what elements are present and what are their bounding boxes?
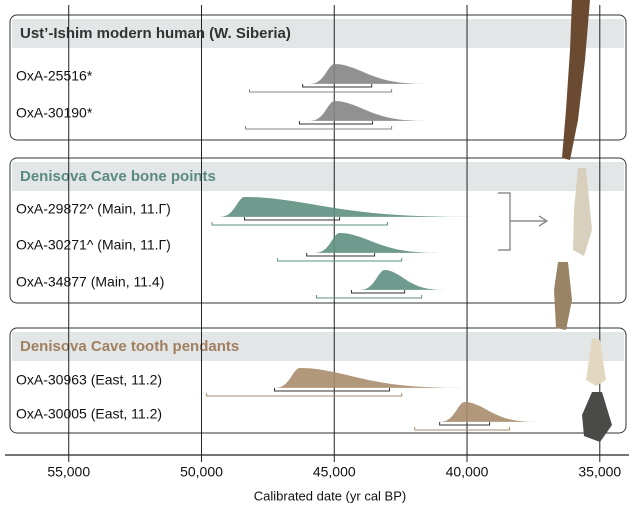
- x-tick-label: 55,000: [47, 464, 90, 480]
- range-68-bracket: [302, 84, 373, 88]
- group-title-bar: [12, 332, 624, 361]
- group-title: Denisova Cave bone points: [20, 168, 216, 185]
- sample-label: OxA-25516*: [16, 68, 93, 84]
- range-95-bracket: [245, 126, 393, 130]
- probability-distribution: [309, 101, 426, 121]
- range-68-bracket: [244, 217, 341, 221]
- sample-label: OxA-30190*: [16, 105, 93, 121]
- group-title-bar: [12, 162, 624, 191]
- range-95-bracket: [414, 427, 511, 431]
- range-95-bracket: [315, 295, 423, 299]
- bone-point-image: [554, 262, 572, 330]
- range-68-bracket: [298, 121, 373, 125]
- bone-image: [562, 0, 590, 160]
- range-95-bracket: [249, 89, 393, 93]
- sample-label: OxA-29872^ (Main, 11.Г): [16, 201, 171, 217]
- group-title: Denisova Cave tooth pendants: [20, 338, 239, 355]
- probability-distribution: [314, 233, 439, 253]
- sample-label: OxA-30005 (East, 11.2): [16, 406, 162, 422]
- artifact-images: [498, 0, 612, 442]
- group-panel: [9, 157, 627, 304]
- grouping-arrow: [498, 192, 549, 251]
- range-95-bracket: [276, 258, 403, 262]
- range-68-bracket: [439, 422, 491, 426]
- sample-label: OxA-34877 (Main, 11.4): [16, 274, 164, 290]
- x-tick-label: 50,000: [180, 464, 223, 480]
- tooth-image: [582, 392, 612, 442]
- group-title: Ust’-Ishim modern human (W. Siberia): [20, 25, 291, 42]
- range-68-bracket: [351, 290, 406, 294]
- tooth-image: [586, 338, 606, 386]
- sample-label: OxA-30963 (East, 11.2): [16, 372, 162, 388]
- sample-label: OxA-30271^ (Main, 11.Г): [16, 237, 171, 253]
- probability-distribution: [439, 402, 537, 422]
- probability-distribution: [219, 197, 474, 217]
- x-tick-label: 40,000: [446, 464, 489, 480]
- range-68-bracket: [306, 253, 376, 257]
- range-95-bracket: [206, 393, 403, 397]
- x-tick-label: 35,000: [578, 464, 621, 480]
- range-68-bracket: [274, 388, 390, 392]
- probability-distribution: [359, 270, 444, 290]
- group-title-bar: [12, 19, 624, 48]
- range-95-bracket: [211, 222, 388, 226]
- probability-distribution: [274, 368, 463, 388]
- x-axis-title: Calibrated date (yr cal BP): [254, 488, 406, 503]
- bone-point-image: [573, 168, 592, 256]
- x-tick-label: 45,000: [313, 464, 356, 480]
- probability-distribution: [309, 64, 426, 84]
